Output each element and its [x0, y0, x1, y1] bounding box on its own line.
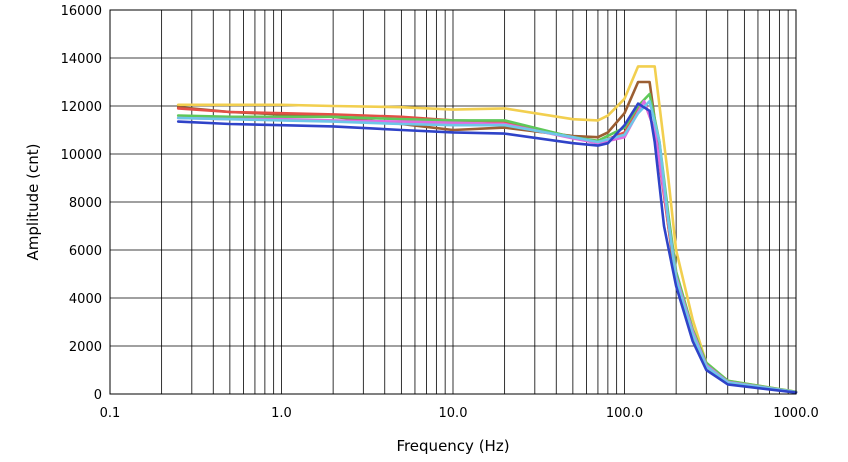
y-tick-label: 10000 [61, 148, 102, 163]
y-tick-label: 14000 [61, 52, 102, 67]
y-tick-label: 0 [94, 388, 102, 403]
series-line-2 [176, 80, 798, 394]
x-axis-label: Frequency (Hz) [396, 437, 509, 455]
y-tick-label: 8000 [69, 196, 102, 211]
y-tick-label: 4000 [69, 292, 102, 307]
x-tick-label: 1.0 [271, 406, 292, 421]
y-tick-label: 16000 [61, 4, 102, 19]
x-tick-label: 0.1 [100, 406, 121, 421]
series-layer [176, 65, 798, 394]
series-line-4 [176, 92, 798, 394]
y-tick-label: 12000 [61, 100, 102, 115]
x-tick-label: 1000.0 [773, 406, 819, 421]
series-line-1 [176, 65, 798, 394]
tick-labels: 0.1 1.0 10.0 100.0 1000.0 0 2000 4000 6000 8000 10… [61, 4, 819, 421]
plot-frame [109, 9, 797, 395]
y-tick-label: 6000 [69, 244, 102, 259]
series-line-3 [176, 99, 798, 394]
y-axis-label: Amplitude (cnt) [24, 144, 42, 261]
x-tick-label: 100.0 [606, 406, 643, 421]
series-line-5 [176, 99, 798, 394]
x-tick-label: 10.0 [439, 406, 468, 421]
series-line-6 [176, 99, 798, 394]
series-line-7 [176, 102, 798, 394]
y-tick-label: 2000 [69, 340, 102, 355]
